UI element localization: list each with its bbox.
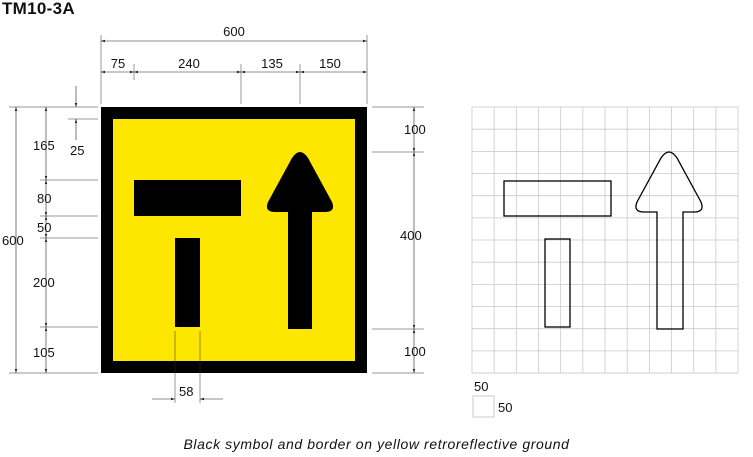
- grid-outline-bar: [503, 180, 612, 217]
- grid-legend-top: 50: [474, 379, 488, 394]
- dim-left-80: 80: [37, 191, 51, 206]
- dim-top-240: 240: [178, 56, 200, 71]
- dim-left-165: 165: [33, 138, 55, 153]
- open-lane-arrow: [266, 152, 334, 329]
- dim-left-200: 200: [33, 275, 55, 290]
- dim-left-50: 50: [37, 220, 51, 235]
- caption: Black symbol and border on yellow retror…: [183, 436, 570, 452]
- grid-outline-arrow: [635, 151, 703, 330]
- top-dimensions: 600 75 240 135 150: [100, 24, 368, 104]
- dim-left-105: 105: [33, 345, 55, 360]
- left-dimensions: 600 165 25 80 50 200 105: [2, 86, 98, 374]
- grid-legend-cell: [472, 395, 495, 418]
- grid-outline-stem: [544, 238, 571, 328]
- dim-left-overall: 600: [2, 233, 24, 248]
- dim-right-400: 400: [400, 228, 422, 243]
- dim-right-100-top: 100: [404, 122, 426, 137]
- sign: [101, 107, 367, 373]
- dim-top-75: 75: [111, 56, 125, 71]
- dim-right-100-bottom: 100: [404, 344, 426, 359]
- dim-top-150: 150: [319, 56, 341, 71]
- sign-yellow-ground: [113, 119, 355, 361]
- dim-bottom-58: 58: [179, 384, 193, 399]
- closed-lane-stem: [175, 238, 200, 327]
- closed-lane-bar: [134, 180, 241, 216]
- bottom-dimension: 58: [152, 331, 223, 403]
- right-dimensions: 100 400 100: [372, 106, 426, 374]
- grid-legend-right: 50: [498, 400, 512, 415]
- grid-layout: 50 50: [471, 106, 739, 418]
- grid-lines: [471, 106, 739, 374]
- dim-top-135: 135: [261, 56, 283, 71]
- dim-left-25: 25: [70, 143, 84, 158]
- drawing-title: TM10-3A: [2, 0, 75, 18]
- dim-top-overall: 600: [223, 24, 245, 39]
